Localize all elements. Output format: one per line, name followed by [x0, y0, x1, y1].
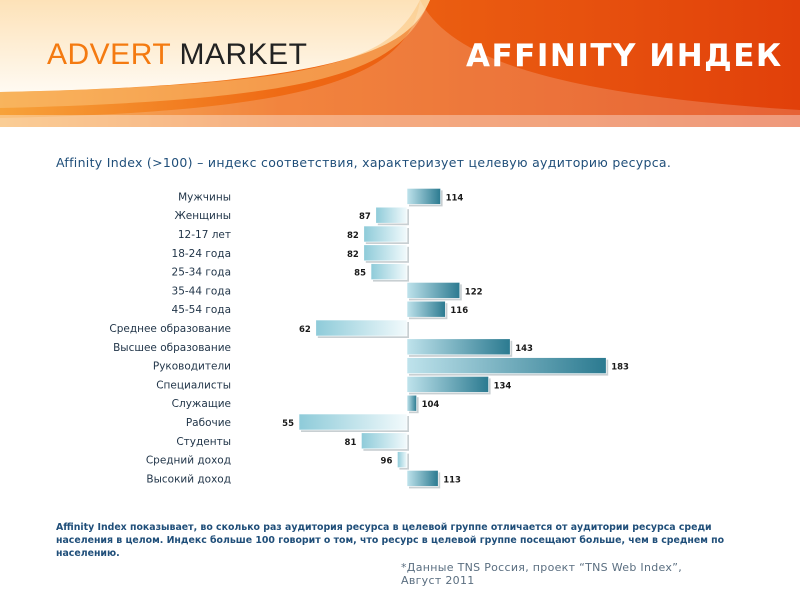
category-label: 45-54 года — [172, 304, 231, 316]
footnote: Affinity Index показывает, во сколько ра… — [56, 522, 725, 559]
logo: ADVERT MARKET — [47, 38, 307, 72]
bar-4 — [370, 263, 408, 280]
bar-7 — [315, 319, 408, 337]
category-label: 25-34 года — [172, 267, 231, 279]
category-label: Мужчины — [178, 191, 231, 203]
category-label: Студенты — [176, 436, 231, 448]
category-label: Женщины — [174, 210, 231, 222]
value-label: 82 — [347, 250, 359, 260]
category-label: Средний доход — [146, 455, 231, 467]
bar-5 — [406, 282, 461, 299]
source-line-1: *Данные TNS Россия, проект “TNS Web Inde… — [401, 561, 683, 574]
logo-part2: MARKET — [179, 38, 308, 71]
category-label: Рабочие — [186, 417, 231, 429]
bar-11 — [406, 394, 417, 412]
source-line-2: Август 2011 — [401, 574, 475, 587]
category-label: 35-44 года — [172, 285, 231, 297]
bar-15 — [406, 470, 439, 487]
bar-8 — [406, 338, 511, 356]
bar-chart: Мужчины 114 Женщины 87 12-17 лет 82 18-24 года… — [109, 188, 629, 489]
value-label: 183 — [611, 363, 629, 373]
category-label: Высшее образование — [113, 342, 231, 354]
category-label: 12-17 лет — [178, 229, 231, 241]
chart-subtitle: Affinity Index (>100) – индекс соответст… — [56, 155, 672, 170]
bar-14 — [397, 451, 408, 468]
bar-10 — [406, 376, 489, 393]
value-label: 114 — [446, 193, 464, 203]
page-title: AFFINITY ИНДЕК — [466, 38, 783, 74]
value-label: 134 — [494, 381, 512, 391]
bar-6 — [406, 300, 446, 318]
value-label: 85 — [354, 269, 366, 279]
category-label: Служащие — [172, 398, 231, 410]
category-label: Руководители — [153, 361, 231, 373]
value-label: 87 — [359, 212, 371, 222]
value-label: 122 — [465, 287, 483, 297]
value-label: 96 — [381, 457, 393, 467]
bar-0 — [406, 188, 441, 205]
logo-part1: ADVERT — [47, 38, 171, 71]
value-label: 82 — [347, 231, 359, 241]
bar-3 — [363, 244, 408, 262]
bar-2 — [363, 225, 408, 243]
value-label: 62 — [299, 325, 311, 335]
value-label: 143 — [515, 344, 533, 354]
header-banner: ADVERT MARKET AFFINITY ИНДЕК — [0, 0, 800, 127]
source-note: *Данные TNS Россия, проект “TNS Web Inde… — [401, 561, 682, 587]
bar-12 — [298, 413, 408, 431]
value-label: 113 — [443, 475, 461, 485]
value-label: 104 — [422, 400, 440, 410]
category-label: Высокий доход — [146, 473, 231, 485]
value-label: 81 — [345, 438, 357, 448]
category-label: 18-24 года — [172, 248, 231, 260]
category-label: Среднее образование — [109, 323, 231, 335]
value-label: 116 — [450, 306, 468, 316]
category-label: Специалисты — [156, 379, 231, 391]
value-label: 55 — [282, 419, 294, 429]
bar-1 — [375, 206, 408, 224]
header-background — [0, 0, 800, 127]
bar-9 — [406, 357, 607, 374]
bar-13 — [361, 432, 408, 450]
